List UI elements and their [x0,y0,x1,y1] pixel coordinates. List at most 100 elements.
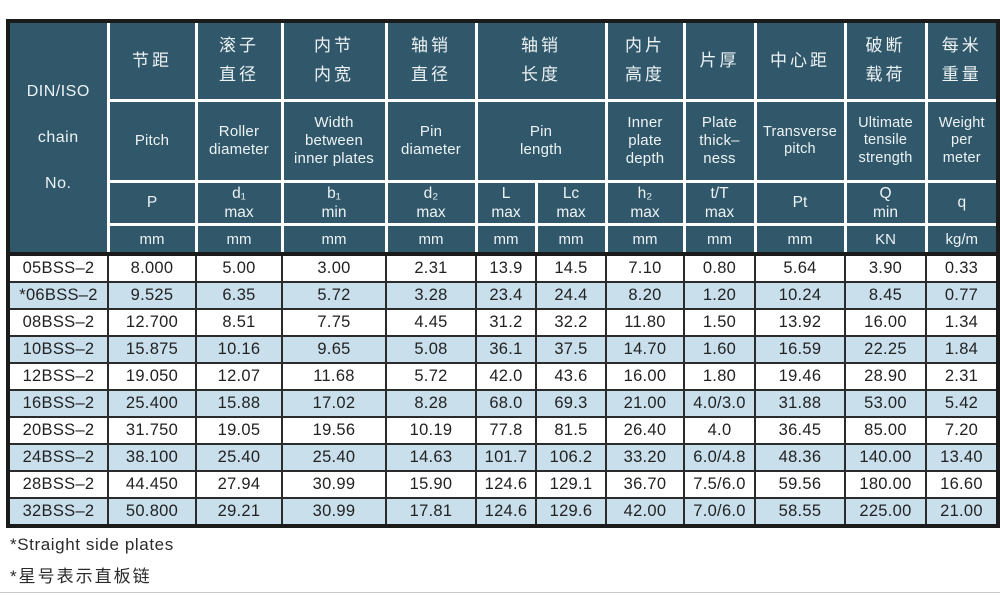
header-sym-pin-length-lc: Lc max [534,180,608,226]
cell: 69.3 [535,389,607,418]
cell: 17.02 [281,389,387,418]
cell: 25.40 [281,443,387,472]
cell: 68.0 [475,389,537,418]
table-row: 32BSS–2 50.800 29.21 30.99 17.81 124.6 129.6 42… [7,497,999,528]
cell: 1.84 [925,335,999,364]
header-cn-pitch: 节距 [106,19,198,102]
cell: 10.19 [385,416,477,445]
header-unit-pin-length-lc: mm [534,223,608,256]
cell: 6.0/4.8 [683,443,756,472]
row-label: 12BSS–2 [7,362,109,391]
row-label: *06BSS–2 [7,281,109,310]
header-unit-pitch: mm [106,223,198,256]
header-corner-chain-no: DIN/ISO chain No. [6,19,110,256]
header-en-transverse-pitch: Transverse pitch [753,99,847,183]
row-label: 05BSS–2 [7,252,109,283]
cell: 28.90 [844,362,927,391]
cell: 3.90 [844,252,927,283]
cell: 225.00 [844,497,927,528]
cell: 17.81 [385,497,477,528]
cell: 1.80 [683,362,756,391]
cell: 16.59 [754,335,846,364]
cell: 2.31 [925,362,999,391]
row-label: 20BSS–2 [7,416,109,445]
cell: 7.0/6.0 [683,497,756,528]
cell: 31.88 [754,389,846,418]
cell: 13.92 [754,308,846,337]
cell: 1.50 [683,308,756,337]
table-row: 05BSS–2 8.000 5.00 3.00 2.31 13.9 14.5 7.10 0.80… [7,252,999,283]
cell: 0.80 [683,252,756,283]
cell: 5.64 [754,252,846,283]
header-cn-ultimate-tensile-strength: 破断 载荷 [843,19,928,102]
cell: 15.88 [195,389,283,418]
cell: 9.65 [281,335,387,364]
corner-line: chain [37,128,79,146]
cell: 22.25 [844,335,927,364]
cell: 12.07 [195,362,283,391]
cell: 14.70 [605,335,685,364]
cell: 25.40 [195,443,283,472]
cell: 29.21 [195,497,283,528]
cell: 10.16 [195,335,283,364]
header-sym-roller-diameter: d₁ max [194,180,284,226]
cell: 42.0 [475,362,537,391]
header-en-pin-diameter: Pin diameter [384,99,478,183]
header-sym-weight-per-meter: q [924,180,1000,226]
chain-spec-table: DIN/ISO chain No. 节距 滚子 直径 内节 内宽 轴销 直径 轴销 长度… [6,19,1000,528]
header-unit-plate-thickness: mm [682,223,757,256]
cell: 77.8 [475,416,537,445]
cell: 15.875 [107,335,197,364]
cell: 19.46 [754,362,846,391]
header-cn-roller-diameter: 滚子 直径 [194,19,284,102]
header-cn-pin-diameter: 轴销 直径 [384,19,478,102]
footnote-chinese: *星号表示直板链 [10,567,152,586]
cell: 81.5 [535,416,607,445]
cell: 7.75 [281,308,387,337]
cell: 48.36 [754,443,846,472]
cell: 10.24 [754,281,846,310]
cell: 43.6 [535,362,607,391]
header-en-roller-diameter: Roller diameter [194,99,284,183]
cell: 3.00 [281,252,387,283]
header-en-width-between-inner-plates: Width between inner plates [280,99,388,183]
row-label: 08BSS–2 [7,308,109,337]
cell: 8.51 [195,308,283,337]
header-cn-inner-plate-depth: 内片 高度 [604,19,686,102]
cell: 19.56 [281,416,387,445]
cell: 1.34 [925,308,999,337]
header-en-pitch: Pitch [106,99,198,183]
cell: 5.42 [925,389,999,418]
header-unit-inner-plate-depth: mm [604,223,686,256]
cell: 31.2 [475,308,537,337]
header-sym-pin-diameter: d₂ max [384,180,478,226]
cell: 2.31 [385,252,477,283]
cell: 124.6 [475,470,537,499]
header-sym-pitch: P [106,180,198,226]
cell: 16.00 [605,362,685,391]
header-cn-pin-length: 轴销 长度 [474,19,608,102]
cell: 8.20 [605,281,685,310]
cell: 5.00 [195,252,283,283]
cell: 4.45 [385,308,477,337]
header-en-ultimate-tensile-strength: Ultimate tensile strength [843,99,928,183]
cell: 0.77 [925,281,999,310]
cell: 42.00 [605,497,685,528]
cell: 5.72 [385,362,477,391]
cell: 50.800 [107,497,197,528]
cell: 3.28 [385,281,477,310]
cell: 21.00 [925,497,999,528]
cell: 1.60 [683,335,756,364]
table-row: *06BSS–2 9.525 6.35 5.72 3.28 23.4 24.4 8.20 1.2… [7,281,999,310]
header-row-chinese: DIN/ISO chain No. 节距 滚子 直径 内节 内宽 轴销 直径 轴销 长度… [6,19,1000,256]
row-label: 28BSS–2 [7,470,109,499]
cell: 13.40 [925,443,999,472]
cell: 5.08 [385,335,477,364]
bottom-divider [0,592,1000,593]
cell: 24.4 [535,281,607,310]
table-header: DIN/ISO chain No. 节距 滚子 直径 内节 内宽 轴销 直径 轴销 长度… [6,19,1000,256]
cell: 30.99 [281,497,387,528]
cell: 11.68 [281,362,387,391]
cell: 180.00 [844,470,927,499]
